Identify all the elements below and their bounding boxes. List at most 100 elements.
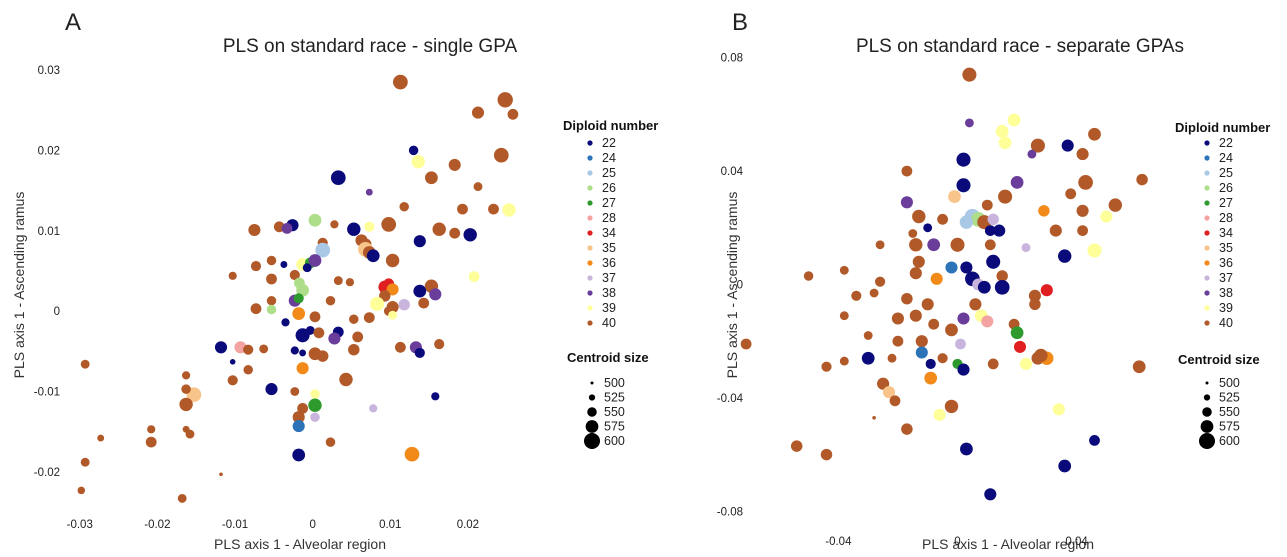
panel-b-data-point: [891, 312, 904, 325]
panel-b-data-point: [875, 240, 885, 250]
panel-b-legend-swatch: [1204, 155, 1210, 161]
panel-b-data-point: [839, 311, 849, 321]
panel-b-legend-swatch: [1204, 260, 1210, 266]
panel-a-data-point: [292, 411, 305, 424]
panel-b-data-point: [981, 199, 993, 211]
panel-b-legend-label: 25: [1219, 166, 1233, 180]
panel-b-data-point: [839, 356, 849, 366]
panel-b-data-point: [1065, 188, 1077, 200]
panel-a-data-point: [243, 365, 253, 375]
panel-a-data-point: [385, 253, 400, 268]
panel-b-y-tick-label: 0: [737, 280, 743, 292]
panel-a-data-point: [289, 269, 300, 281]
panel-b-data-point: [1089, 435, 1100, 446]
panel-b-data-point: [1088, 127, 1101, 141]
panel-b-legend: Diploid number 2224252627283435363738394…: [1175, 120, 1270, 449]
panel-a-data-point: [429, 288, 442, 301]
panel-a-data-point: [413, 284, 427, 298]
panel-a-legend-color-title: Diploid number: [563, 118, 658, 133]
panel-b-legend-swatch: [1204, 305, 1210, 311]
panel-a-x-ticks: -0.03 -0.02 -0.01 0 0.01 0.02: [67, 519, 479, 531]
panel-b-data-point: [993, 224, 1006, 237]
panel-b-data-point: [1040, 284, 1053, 297]
panel-b-data-point: [1010, 176, 1024, 189]
panel-b-data-point: [984, 488, 997, 501]
panel-a-legend-swatch: [587, 230, 593, 236]
panel-a-data-point: [348, 343, 360, 356]
panel-a-legend-swatch: [587, 245, 593, 251]
panel-a-data-point: [432, 222, 446, 236]
panel-a-data-point: [266, 255, 277, 266]
panel-b-data-point: [960, 261, 973, 274]
panel-a-x-tick-label: 0.01: [379, 519, 401, 531]
panel-b-data-point: [1078, 175, 1093, 190]
panel-b-legend-label: 27: [1219, 196, 1233, 210]
panel-a-legend-size-dot: [585, 420, 599, 433]
panel-a-data-point: [316, 350, 329, 362]
panel-b-data-point: [977, 280, 991, 294]
panel-a-data-point: [395, 341, 406, 353]
panel-a-data-point: [77, 486, 86, 495]
panel-a-legend-label: 26: [602, 181, 616, 195]
panel-a-y-tick-label: 0: [54, 306, 60, 318]
panel-b-data-point: [925, 358, 936, 369]
panel-b-data-point: [790, 440, 803, 452]
panel-b-data-point: [1049, 224, 1062, 237]
panel-a-legend-label: 37: [602, 271, 616, 285]
panel-a-data-point: [299, 349, 307, 357]
panel-a-legend-size-label: 525: [604, 391, 625, 405]
panel-b-legend-label: 37: [1219, 271, 1233, 285]
panel-b-data-point: [923, 223, 933, 233]
panel-a-x-tick-label: -0.01: [222, 519, 248, 531]
panel-b-data-point: [956, 178, 971, 193]
panel-a-points: [77, 74, 519, 503]
panel-a-legend-swatch: [587, 290, 593, 296]
panel-a-legend-label: 40: [602, 316, 616, 330]
panel-b-legend-size-dot: [1199, 433, 1215, 449]
panel-a-data-point: [310, 389, 320, 399]
panel-a-legend-label: 38: [602, 286, 616, 300]
panel-b-data-point: [959, 215, 974, 229]
panel-b-data-point: [901, 292, 913, 305]
panel-a-legend-swatch: [587, 200, 593, 206]
panel-b-data-point: [995, 125, 1009, 138]
panel-a-data-point: [381, 217, 397, 232]
panel-a-data-point: [398, 298, 410, 311]
panel-a-legend-label: 39: [602, 301, 616, 315]
panel-b-legend-swatch: [1204, 230, 1210, 236]
panel-a-data-point: [473, 182, 483, 192]
panel-a-legend-size-label: 550: [604, 405, 625, 419]
panel-b-legend-swatch: [1204, 290, 1210, 296]
panel-b-data-point: [1052, 403, 1065, 416]
panel-b-data-point: [1100, 210, 1113, 223]
panel-b-data-point: [1077, 225, 1088, 237]
panel-b-legend-label: 22: [1219, 136, 1233, 150]
panel-b-data-point: [981, 315, 994, 328]
panel-b-legend-swatch: [1204, 200, 1210, 206]
panel-b-legend-size-dot: [1200, 420, 1214, 433]
panel-b-data-point: [821, 361, 832, 372]
panel-a-data-point: [463, 228, 477, 242]
panel-b-data-point: [924, 371, 938, 385]
panel-b-data-point: [1030, 138, 1045, 153]
panel-a-data-point: [502, 203, 516, 217]
panel-a-data-point: [315, 242, 331, 258]
panel-a-data-point: [448, 158, 461, 171]
panel-a-legend-label: 35: [602, 241, 616, 255]
panel-b-data-point: [937, 353, 948, 364]
panel-b-data-point: [964, 118, 974, 128]
panel-a-data-point: [308, 398, 322, 412]
panel-b-x-tick-label: -0.04: [825, 536, 852, 548]
panel-a-data-point: [404, 446, 420, 462]
panel-b-data-point: [901, 423, 913, 435]
panel-b-data-point: [900, 196, 913, 209]
panel-a-data-point: [388, 310, 398, 320]
panel-a-data-point: [250, 261, 262, 272]
panel-a-legend-size-label: 575: [604, 420, 625, 434]
panel-b-data-point: [994, 279, 1010, 295]
panel-a-data-point: [181, 384, 191, 394]
panel-a-data-point: [333, 276, 343, 286]
